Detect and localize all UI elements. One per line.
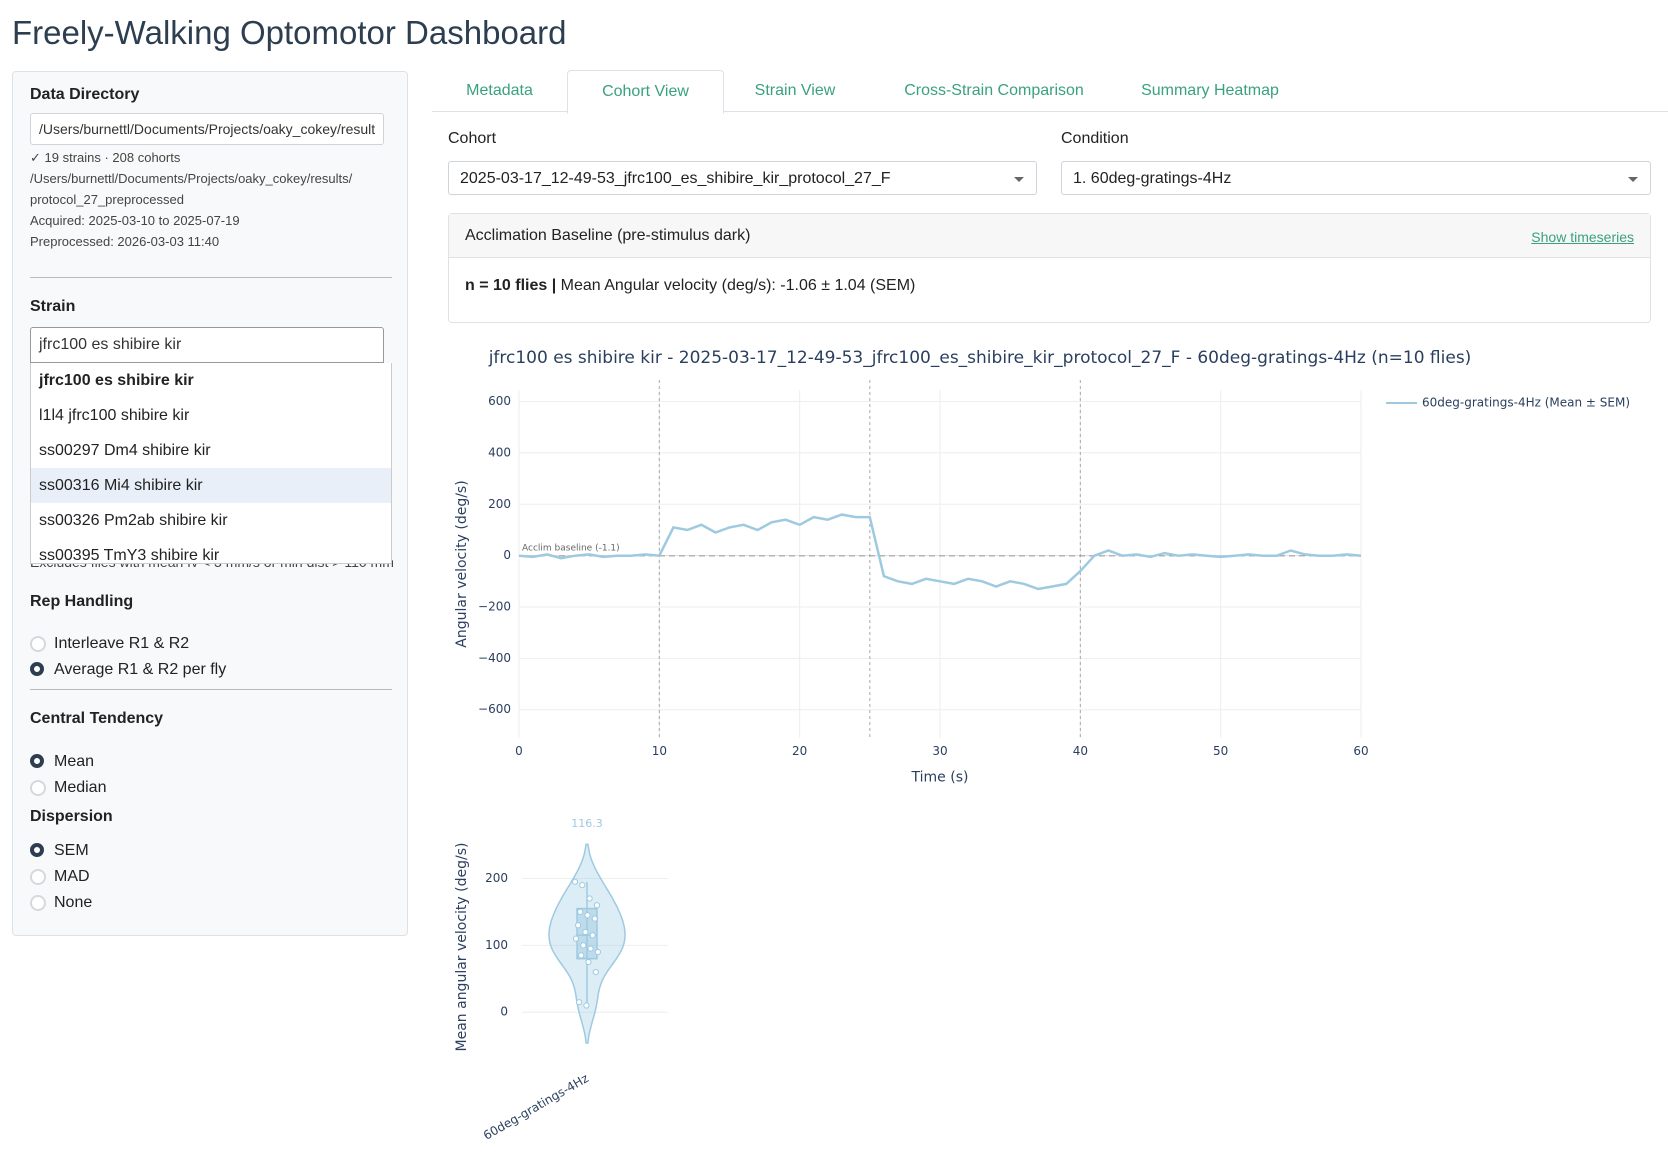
tab[interactable]: Cross-Strain Comparison <box>904 82 1084 99</box>
radio-option[interactable]: MAD <box>30 866 90 888</box>
point <box>579 882 586 889</box>
mean-annotation: 116.3 <box>571 817 603 830</box>
point <box>578 952 585 959</box>
point <box>592 968 599 976</box>
x-tick-label: 60deg-gratings-4Hz <box>481 1071 591 1143</box>
x-tick-label: 30 <box>932 744 947 758</box>
y-tick-label: 600 <box>488 394 511 408</box>
card-title: Acclimation Baseline (pre-stimulus dark) <box>465 227 751 244</box>
y-tick-label: −600 <box>478 702 511 716</box>
x-axis-label: Time (s) <box>911 770 969 786</box>
radio-option[interactable]: Average R1 & R2 per fly <box>30 659 226 681</box>
x-tick-label: 0 <box>515 744 523 758</box>
point <box>582 928 589 936</box>
y-tick-label: 0 <box>500 1005 508 1019</box>
preprocessed: Preprocessed: 2026-03-03 11:40 <box>30 234 220 249</box>
sidebar: Data Directory /Users/burnettl/Documents… <box>12 71 408 936</box>
point <box>583 1002 590 1009</box>
divider <box>30 689 392 690</box>
radio-option[interactable]: Interleave R1 & R2 <box>30 633 189 655</box>
x-tick-label: 40 <box>1073 744 1088 758</box>
label: Rep Handling <box>30 593 134 610</box>
y-tick-label: −200 <box>478 600 511 614</box>
show-timeseries-link[interactable]: Show timeseries <box>1531 229 1634 245</box>
strain-option[interactable]: jfrc100 es shibire kir <box>39 372 194 389</box>
label: Data Directory <box>30 86 140 103</box>
page-title: Freely-Walking Optomotor Dashboard <box>12 14 567 51</box>
tab-line <box>432 111 1668 112</box>
y-tick-label: 100 <box>485 938 508 952</box>
card-header <box>449 214 1650 258</box>
label: Condition <box>1061 130 1129 147</box>
point <box>577 908 584 915</box>
strain-menu: jfrc100 es shibire kir l1l4 jfrc100 shibi… <box>30 363 392 564</box>
status: ✓ 19 strains · 208 cohorts <box>30 150 181 165</box>
baseline-annotation: Acclim baseline (-1.1) <box>522 543 620 553</box>
point <box>589 932 596 939</box>
path-line: /Users/burnettl/Documents/Projects/oaky_… <box>30 171 353 186</box>
divider <box>30 277 392 278</box>
y-tick-label: 400 <box>488 445 511 459</box>
card-body: n = 10 flies | Mean Angular velocity (de… <box>465 277 915 295</box>
y-tick-label: 200 <box>485 871 508 885</box>
label: Strain <box>30 298 76 315</box>
y-tick-label: 0 <box>503 548 511 562</box>
point <box>591 915 598 922</box>
point <box>576 999 583 1006</box>
point <box>593 902 601 909</box>
x-tick-label: 20 <box>792 744 807 758</box>
legend-label: 60deg-gratings-4Hz (Mean ± SEM) <box>1422 396 1630 410</box>
strain-select[interactable]: jfrc100 es shibire kir <box>30 327 384 363</box>
point <box>585 958 592 966</box>
n-text: n = 10 flies | <box>465 277 557 294</box>
summary: Mean Angular velocity (deg/s): -1.06 ± 1… <box>560 277 916 294</box>
label: Central Tendency <box>30 710 164 727</box>
point <box>575 922 582 929</box>
strain-option[interactable]: l1l4 jfrc100 shibire kir <box>39 407 190 424</box>
cohort-select[interactable]: 2025-03-17_12-49-53_jfrc100_es_shibire_k… <box>448 161 1037 195</box>
directory-input[interactable]: /Users/burnettl/Documents/Projects/oaky_… <box>30 113 384 145</box>
x-tick-label: 10 <box>652 744 667 758</box>
y-tick-label: 200 <box>488 497 511 511</box>
tab[interactable]: Cohort View <box>567 70 724 114</box>
strain-option[interactable]: ss00316 Mi4 shibire kir <box>31 468 391 503</box>
tab[interactable]: Strain View <box>754 82 836 99</box>
condition-select[interactable]: 1. 60deg-gratings-4Hz <box>1061 161 1651 195</box>
strain-option[interactable]: ss00297 Dm4 shibire kir <box>39 442 211 459</box>
point <box>580 942 587 949</box>
tab[interactable]: Metadata <box>466 82 533 99</box>
y-axis-label: Mean angular velocity (deg/s) <box>454 843 470 1052</box>
label: Cohort <box>448 130 497 147</box>
acquired: Acquired: 2025-03-10 to 2025-07-19 <box>30 213 240 228</box>
radio-option[interactable]: None <box>30 892 92 914</box>
mean-line <box>518 513 1362 591</box>
radio-option[interactable]: SEM <box>30 840 89 862</box>
strain-option[interactable]: ss00326 Pm2ab shibire kir <box>39 512 228 529</box>
baseline-card: Acclimation Baseline (pre-stimulus dark)… <box>448 213 1651 323</box>
point <box>584 912 591 919</box>
path-line: protocol_27_preprocessed <box>30 192 184 207</box>
point <box>572 935 580 942</box>
y-axis-label: Angular velocity (deg/s) <box>454 480 470 647</box>
y-tick-label: −400 <box>478 651 511 665</box>
point <box>587 945 594 952</box>
x-tick-label: 50 <box>1213 744 1228 758</box>
x-tick-label: 60 <box>1353 744 1368 758</box>
radio-option[interactable]: Median <box>30 777 106 799</box>
chart-title: jfrc100 es shibire kir - 2025-03-17_12-4… <box>488 348 1472 368</box>
strain-option[interactable]: ss00395 TmY3 shibire kir <box>39 547 220 564</box>
label: Dispersion <box>30 808 113 825</box>
point <box>571 878 579 885</box>
radio-option[interactable]: Mean <box>30 751 94 773</box>
point <box>594 948 602 956</box>
point <box>586 895 593 902</box>
tab[interactable]: Summary Heatmap <box>1141 82 1279 99</box>
